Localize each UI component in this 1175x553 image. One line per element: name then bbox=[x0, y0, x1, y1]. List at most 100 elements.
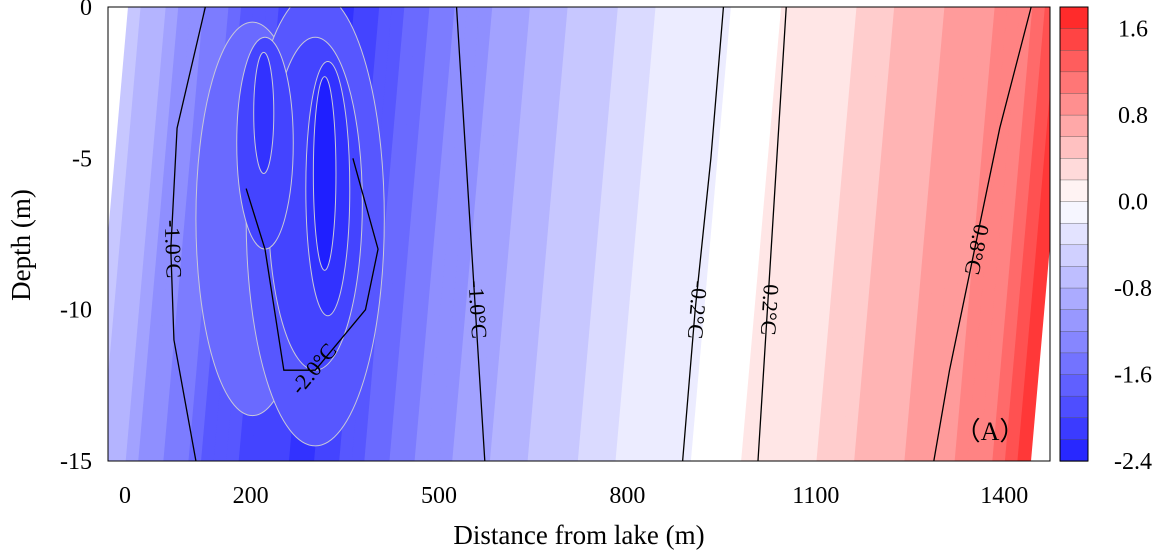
field-band bbox=[502, 7, 557, 461]
field-band bbox=[967, 7, 1021, 461]
colorbar-swatch bbox=[1059, 158, 1089, 181]
colorbar-tick-label: 1.6 bbox=[1118, 17, 1148, 43]
colorbar-swatch bbox=[1059, 136, 1089, 160]
isoline bbox=[933, 7, 1032, 461]
y-tick-label: -15 bbox=[60, 449, 92, 475]
colorbar-swatch bbox=[1059, 222, 1089, 246]
field-band bbox=[866, 7, 921, 461]
field-band bbox=[791, 7, 845, 461]
colorbar-swatch bbox=[1059, 374, 1089, 397]
field-band bbox=[703, 7, 757, 461]
cold-core-regions bbox=[195, 7, 385, 447]
field-band bbox=[929, 7, 984, 461]
colorbar-tick-labels: 1.6 0.8 0.0 -0.8 -1.6 -2.4 bbox=[1114, 17, 1152, 475]
isoline bbox=[170, 7, 206, 461]
colorbar-swatch bbox=[1059, 352, 1089, 376]
panel-annotation: （A） bbox=[955, 417, 1026, 446]
colorbar-tick-label: -0.8 bbox=[1114, 276, 1152, 302]
field-band bbox=[954, 7, 1009, 461]
colorbar-swatch bbox=[1059, 309, 1089, 332]
x-tick-label: 500 bbox=[421, 483, 457, 509]
y-axis-label: Depth (m) bbox=[6, 189, 36, 301]
field-band bbox=[150, 7, 205, 461]
field-band bbox=[829, 7, 883, 461]
x-tick-label: 800 bbox=[609, 483, 645, 509]
colorbar-swatch bbox=[1059, 287, 1089, 311]
field-band bbox=[690, 7, 745, 461]
cold-core-region bbox=[253, 51, 275, 174]
field-band bbox=[452, 7, 506, 461]
plot-frame bbox=[107, 6, 1051, 462]
colorbar-swatch bbox=[1059, 93, 1089, 116]
colorbar-swatch bbox=[1059, 417, 1089, 441]
field-band bbox=[489, 7, 544, 461]
field-band bbox=[879, 7, 933, 461]
y-tick-label: -10 bbox=[60, 298, 92, 324]
isoline bbox=[757, 7, 787, 461]
isoline-label: -1.0°C bbox=[160, 219, 187, 278]
y-tick-label: -5 bbox=[72, 146, 92, 172]
colorbar-swatch bbox=[1059, 71, 1089, 95]
field-band bbox=[992, 7, 1046, 461]
field-band bbox=[1017, 91, 1050, 461]
x-tick-label: 1100 bbox=[792, 483, 839, 509]
field-band bbox=[125, 7, 180, 461]
field-band bbox=[803, 7, 858, 461]
field-band bbox=[1004, 7, 1050, 461]
colorbar-swatch bbox=[1059, 395, 1089, 419]
field-band bbox=[728, 7, 783, 461]
field-band bbox=[854, 7, 908, 461]
field-band bbox=[979, 7, 1034, 461]
field-band bbox=[615, 7, 670, 461]
field-band bbox=[527, 7, 582, 461]
field-band bbox=[540, 7, 594, 461]
field-band bbox=[376, 7, 431, 461]
colorbar-swatch bbox=[1059, 6, 1089, 30]
colorbar-swatch bbox=[1059, 28, 1089, 51]
colorbar-tick-label: -2.4 bbox=[1114, 449, 1152, 475]
field-band bbox=[389, 7, 443, 461]
field-band bbox=[552, 7, 607, 461]
field-band bbox=[364, 7, 418, 461]
colorbar-swatch bbox=[1059, 331, 1089, 354]
y-tick-label: 0 bbox=[80, 0, 92, 21]
x-axis-label: Distance from lake (m) bbox=[453, 520, 704, 550]
colorbar-swatch bbox=[1059, 439, 1089, 462]
field-band bbox=[113, 7, 167, 461]
isoline-label: 0.2°C bbox=[756, 284, 784, 336]
x-tick-label: 200 bbox=[233, 483, 269, 509]
colorbar-frame bbox=[1059, 6, 1089, 462]
colorbar-swatch bbox=[1059, 266, 1089, 289]
field-band bbox=[766, 7, 820, 461]
field-band bbox=[816, 7, 871, 461]
colorbar-swatch bbox=[1059, 50, 1089, 73]
isoline-group bbox=[170, 7, 1032, 461]
field-band bbox=[891, 7, 946, 461]
colorbar bbox=[1059, 6, 1089, 462]
colorbar-swatch bbox=[1059, 179, 1089, 203]
x-tick-label: 0 bbox=[119, 483, 131, 509]
cold-core-region bbox=[312, 76, 337, 271]
field-band bbox=[78, 7, 108, 461]
field-band bbox=[916, 7, 971, 461]
field-band bbox=[108, 7, 155, 461]
field-band bbox=[665, 7, 720, 461]
colorbar-swatch bbox=[1059, 244, 1089, 268]
field-band bbox=[577, 7, 632, 461]
isoline-label: -0.2°C bbox=[683, 280, 713, 340]
field-band bbox=[565, 7, 619, 461]
colorbar-tick-label: -1.6 bbox=[1114, 363, 1152, 389]
isoline bbox=[681, 7, 725, 461]
field-band bbox=[841, 7, 896, 461]
colorbar-swatch bbox=[1059, 201, 1089, 224]
field-band bbox=[414, 7, 469, 461]
y-tick-labels: 0 -5 -10 -15 bbox=[60, 0, 92, 475]
field-band bbox=[741, 7, 795, 461]
x-tick-labels: 0 200 500 800 1100 1400 bbox=[119, 483, 1028, 509]
field-band bbox=[628, 7, 682, 461]
field-band bbox=[477, 7, 531, 461]
field-band bbox=[904, 7, 958, 461]
isoline bbox=[245, 158, 379, 371]
field-band bbox=[778, 7, 833, 461]
field-band bbox=[427, 7, 481, 461]
